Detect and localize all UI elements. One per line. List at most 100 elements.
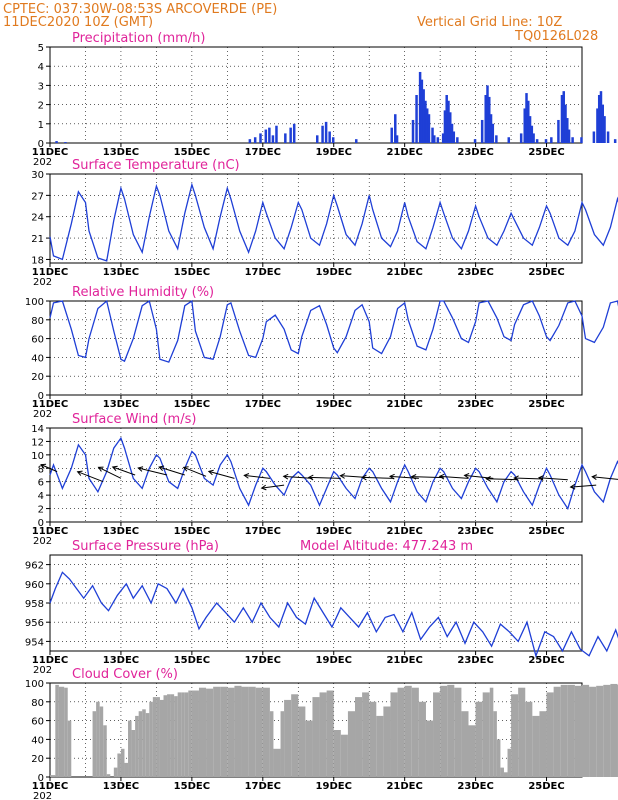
precip-bar (431, 127, 434, 143)
cloud-bar (369, 701, 377, 777)
cloud-bar (418, 701, 426, 777)
precip-bar (259, 133, 262, 143)
wind-arrow-head (591, 474, 598, 480)
x-tick-label: 21DEC (386, 399, 422, 410)
precip-bar (567, 129, 571, 143)
wind-arrow (362, 476, 395, 479)
precip-bar (550, 137, 553, 143)
precip-bar (425, 108, 429, 143)
wind-arrow-head (339, 473, 346, 479)
precip-bar (253, 137, 257, 143)
x-tick-label: 17DEC (245, 526, 281, 537)
precip-bar (422, 89, 425, 143)
precip-bar (418, 71, 422, 143)
wind-arrow-head (97, 466, 104, 472)
precip-bar (525, 93, 528, 143)
cloud-bar (319, 692, 327, 777)
cloud-bar (50, 775, 56, 777)
cloud-bar (298, 706, 306, 777)
x-tick-label: 17DEC (245, 781, 281, 792)
precip-bar (427, 114, 431, 143)
series-line (49, 299, 618, 363)
precip-bar (603, 116, 606, 143)
cloud-bar (213, 686, 221, 777)
x-tick-label: 13DEC (103, 399, 139, 410)
cloud-bar (482, 692, 490, 777)
y-tick-label: 1 (38, 120, 44, 131)
x-tick-label: 15DEC (174, 655, 210, 666)
header-line-1: CPTEC: 037:30W-08:53S ARCOVERDE (PE) (3, 2, 277, 17)
x-tick-label: 17DEC (245, 147, 281, 158)
cloud-bar (106, 774, 111, 777)
wind-arrow-head (158, 465, 165, 471)
precip-bar (248, 139, 252, 143)
header-model-code: TQ0126L028 (514, 29, 598, 44)
cloud-bar (149, 701, 153, 777)
wind-arrow-head (40, 463, 47, 469)
header-grid-note: Vertical Grid Line: 10Z (417, 15, 562, 30)
precip-bar (450, 123, 454, 143)
wind-arrow (112, 466, 136, 476)
cloud-bar (280, 711, 285, 777)
precip-bar (424, 100, 427, 143)
precip-bar (495, 135, 498, 143)
y-tick-label: 20 (31, 372, 44, 383)
x-tick-label: 11DEC (32, 781, 68, 792)
x-tick-label: 11DEC (32, 147, 68, 158)
cloud-bar (262, 687, 270, 777)
cloud-bar (355, 697, 363, 777)
cloud-bar (433, 692, 441, 777)
x-tick-label: 11DEC (32, 655, 68, 666)
precip-bar (449, 112, 452, 143)
wind-arrow-head (438, 473, 445, 480)
wind-arrow (514, 477, 544, 480)
cloud-bar (64, 687, 68, 777)
wind-arrow (77, 471, 104, 483)
precip-bar (447, 100, 450, 143)
panel-5: 954 956 958 960 962 11DEC 13DEC 15DEC 17DEC 19DEC… (25, 539, 618, 676)
x-tick-label: 13DEC (103, 267, 139, 278)
cloud-bar (58, 686, 65, 777)
cloud-bar (411, 687, 419, 777)
x-year-label: 202 (33, 665, 52, 676)
y-tick-label: 100 (25, 679, 44, 690)
precip-bar (292, 123, 296, 143)
cloud-bar (404, 685, 412, 777)
wind-arrow-head (537, 475, 544, 481)
cloud-bar (138, 711, 143, 777)
cloud-bar (163, 695, 168, 777)
precip-bar (562, 91, 565, 143)
wind-arrow-head (137, 466, 144, 472)
cloud-bar (234, 685, 242, 777)
cloud-bar (546, 692, 554, 777)
cloud-bar (454, 687, 462, 777)
cloud-bar (156, 697, 160, 777)
precip-bar (491, 123, 495, 143)
wind-arrow-head (360, 474, 367, 481)
x-year-label: 202 (33, 409, 52, 420)
x-year-label: 202 (33, 536, 52, 547)
x-tick-label: 21DEC (386, 526, 422, 537)
y-tick-label: 6 (38, 478, 44, 489)
cloud-bar (553, 686, 561, 777)
x-tick-label: 15DEC (174, 267, 210, 278)
wind-arrow-head (410, 473, 417, 480)
x-year-label: 202 (33, 791, 52, 800)
wind-arrow-head (182, 466, 189, 472)
precip-bar (486, 85, 489, 143)
panel-title: Surface Wind (m/s) (72, 412, 196, 427)
y-tick-label: 14 (31, 424, 44, 435)
y-tick-label: 4 (38, 62, 44, 73)
x-tick-label: 17DEC (245, 655, 281, 666)
y-tick-label: 8 (38, 464, 44, 475)
cloud-bar (96, 701, 100, 777)
cloud-bar (255, 687, 263, 777)
x-tick-label: 19DEC (316, 526, 352, 537)
cloud-bar (440, 685, 448, 777)
precip-bar (530, 125, 534, 143)
cloud-bar (489, 687, 494, 777)
y-tick-label: 18 (31, 255, 44, 266)
precip-bar (324, 121, 328, 143)
